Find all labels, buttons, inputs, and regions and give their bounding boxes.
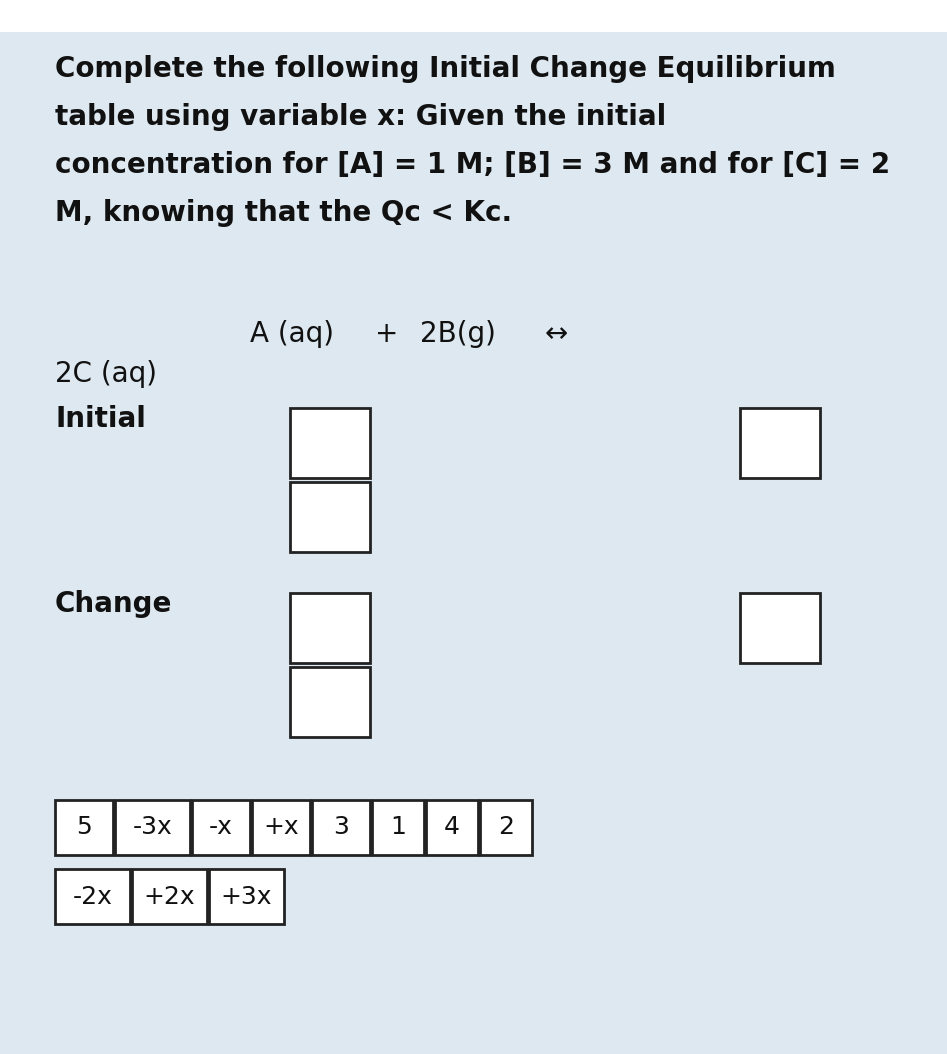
- Bar: [312, 800, 370, 855]
- Text: -2x: -2x: [73, 884, 113, 909]
- Bar: [290, 482, 370, 552]
- Text: 2: 2: [498, 816, 514, 839]
- Bar: [252, 800, 310, 855]
- Text: 3: 3: [333, 816, 348, 839]
- Bar: [55, 800, 113, 855]
- Text: M, knowing that the Qc < Kc.: M, knowing that the Qc < Kc.: [55, 199, 512, 227]
- Text: Change: Change: [55, 590, 172, 618]
- Text: +x: +x: [263, 816, 299, 839]
- Bar: [290, 667, 370, 737]
- Bar: [290, 408, 370, 479]
- Text: 2B(g): 2B(g): [420, 320, 496, 348]
- Bar: [55, 868, 130, 924]
- Bar: [115, 800, 190, 855]
- Bar: [480, 800, 532, 855]
- Text: -3x: -3x: [133, 816, 172, 839]
- Bar: [426, 800, 478, 855]
- Bar: [740, 408, 820, 479]
- Text: ↔: ↔: [545, 320, 568, 348]
- Bar: [209, 868, 284, 924]
- Bar: [290, 593, 370, 663]
- Bar: [0, 0, 947, 32]
- Text: 2C (aq): 2C (aq): [55, 360, 157, 388]
- Text: concentration for [A] = 1 M; [B] = 3 M and for [C] = 2: concentration for [A] = 1 M; [B] = 3 M a…: [55, 151, 890, 179]
- Text: 4: 4: [444, 816, 460, 839]
- Text: +: +: [375, 320, 399, 348]
- Bar: [372, 800, 424, 855]
- Bar: [132, 868, 207, 924]
- Text: -x: -x: [209, 816, 233, 839]
- Text: 1: 1: [390, 816, 406, 839]
- Text: table using variable x: Given the initial: table using variable x: Given the initia…: [55, 103, 667, 131]
- Text: Complete the following Initial Change Equilibrium: Complete the following Initial Change Eq…: [55, 55, 836, 83]
- Text: +2x: +2x: [144, 884, 195, 909]
- Bar: [740, 593, 820, 663]
- Text: Initial: Initial: [55, 405, 146, 433]
- Text: A (aq): A (aq): [250, 320, 334, 348]
- Bar: [192, 800, 250, 855]
- Text: +3x: +3x: [221, 884, 272, 909]
- Text: 5: 5: [76, 816, 92, 839]
